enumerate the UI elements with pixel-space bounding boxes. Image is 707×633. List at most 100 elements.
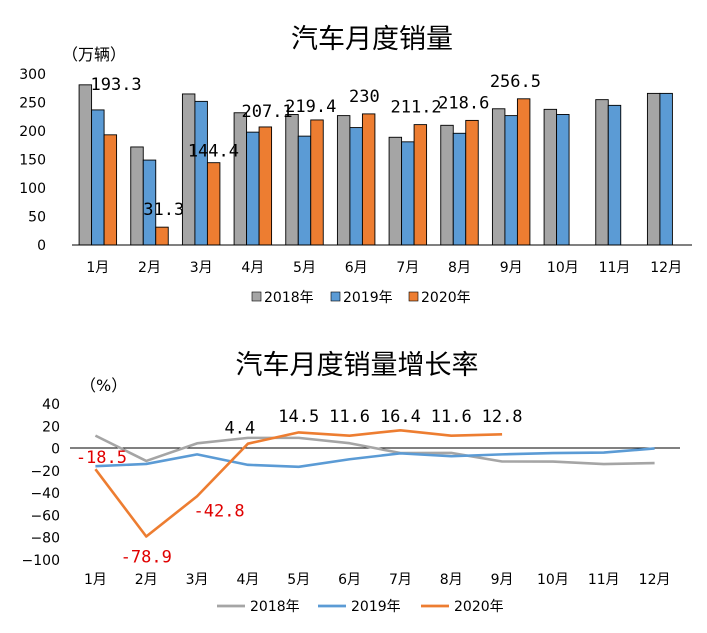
line-x-tick-label: 9月 (491, 572, 514, 588)
line-y-tick-label: −100 (22, 553, 60, 569)
bar-data-label: 144.4 (188, 142, 239, 162)
bar-2019年-5月 (297, 135, 312, 246)
line-series (94, 428, 655, 538)
bar-chart-unit-label: （万辆） (62, 45, 126, 64)
line-y-tick-label: 20 (42, 419, 60, 435)
line-chart-title: 汽车月度销量增长率 (236, 350, 479, 381)
bar-x-tick-label: 2月 (138, 260, 161, 276)
line-data-labels: -18.5 -78.9 -42.8 4.4 14.5 11.6 16.4 11.6 12.8 (76, 407, 523, 567)
bar-data-label: 218.6 (438, 93, 489, 113)
bar-2020年-7月 (413, 124, 428, 246)
line-legend-label: 2019年 (351, 599, 401, 615)
bar-2020年-6月 (361, 113, 376, 246)
line-x-tick-label: 12月 (639, 572, 671, 588)
line-y-axis: 40 20 0 −20 −40 −60 −80 −100 (22, 397, 60, 569)
line-2019年 (95, 447, 655, 469)
bar-2018年-11月 (595, 99, 609, 246)
line-data-label: 4.4 (225, 419, 256, 439)
bar-2018年-5月 (285, 114, 299, 246)
bar-data-label: 207.1 (241, 102, 292, 122)
bar-y-tick-label: 50 (28, 210, 46, 226)
bar-2018年-8月 (440, 124, 454, 246)
bar-legend-label: 2019年 (343, 290, 393, 306)
bar-x-tick-label: 12月 (650, 260, 682, 276)
bar-2018年-2月 (130, 146, 144, 246)
bar-2020年-1月 (103, 134, 118, 246)
bar-2018年-9月 (491, 108, 506, 246)
bar-2019年-10月 (556, 114, 570, 246)
bar-legend-label: 2020年 (421, 290, 471, 306)
bar-x-tick-label: 9月 (500, 260, 523, 276)
line-x-tick-label: 7月 (389, 572, 412, 588)
bar-2019年-3月 (194, 100, 208, 246)
bar-data-label: 193.3 (90, 75, 141, 95)
line-x-tick-label: 11月 (588, 572, 620, 588)
bar-x-tick-label: 1月 (86, 260, 109, 276)
line-data-label: -18.5 (76, 448, 127, 468)
line-y-tick-label: 0 (51, 442, 60, 458)
bar-2019年-8月 (452, 132, 467, 246)
sales-bar-chart: 汽车月度销量 （万辆） 0 50 100 150 200 250 300 1月 2月 3月 4月 5… (19, 24, 692, 306)
line-chart-unit-label: （%） (80, 376, 127, 395)
line-y-tick-label: −40 (30, 486, 60, 502)
bar-2018年-1月 (78, 84, 93, 246)
bar-2020年-2月 (155, 226, 169, 246)
bar-2019年-7月 (401, 141, 415, 246)
line-y-tick-label: −80 (30, 531, 60, 547)
bar-y-axis: 0 50 100 150 200 250 300 (19, 67, 46, 254)
bar-y-tick-label: 150 (19, 153, 46, 169)
bar-legend-swatch (251, 291, 262, 302)
line-legend-label: 2018年 (250, 599, 300, 615)
bar-2019年-12月 (659, 92, 673, 246)
bar-2018年-12月 (646, 92, 661, 246)
bar-y-tick-label: 0 (37, 238, 46, 254)
line-y-tick-label: 40 (42, 397, 60, 413)
bar-y-tick-label: 300 (19, 67, 46, 83)
bar-2019年-1月 (91, 109, 105, 246)
bar-y-tick-label: 100 (19, 181, 46, 197)
line-x-tick-label: 10月 (537, 572, 569, 588)
bar-data-label: 211.2 (390, 98, 441, 118)
bar-data-label: 31.3 (143, 200, 184, 220)
bar-2019年-9月 (504, 115, 518, 246)
bar-x-tick-label: 6月 (345, 260, 368, 276)
bar-2019年-4月 (246, 131, 260, 246)
line-x-tick-label: 8月 (440, 572, 463, 588)
bar-x-tick-label: 3月 (190, 260, 213, 276)
line-data-label: 12.8 (482, 407, 523, 427)
line-x-axis: 1月 2月 3月 4月 5月 6月 7月 8月 9月 10月 11月 12月 (84, 572, 671, 588)
line-x-tick-label: 4月 (236, 572, 259, 588)
bar-y-tick-label: 250 (19, 96, 46, 112)
bar-legend-swatch (330, 291, 341, 302)
line-y-tick-label: −20 (30, 464, 60, 480)
bar-2020年-3月 (206, 162, 221, 246)
bar-legend: 2018年 2019年 2020年 (251, 290, 471, 306)
bar-2018年-4月 (233, 112, 248, 246)
bar-2018年-10月 (543, 108, 558, 246)
line-data-label: 11.6 (329, 407, 370, 427)
line-2020年 (94, 428, 503, 538)
bar-legend-label: 2018年 (264, 290, 314, 306)
bar-x-tick-label: 4月 (241, 260, 264, 276)
bar-chart-title: 汽车月度销量 (291, 24, 453, 55)
growth-line-chart: 汽车月度销量增长率 （%） 40 20 0 −20 −40 −60 −80 −100 1月 2月… (22, 350, 680, 615)
line-data-label: 14.5 (278, 407, 319, 427)
bar-2020年-4月 (258, 126, 273, 246)
line-data-label: 11.6 (431, 407, 472, 427)
line-x-tick-label: 1月 (84, 572, 107, 588)
bar-2018年-3月 (181, 93, 196, 246)
bar-2020年-5月 (310, 119, 324, 246)
bar-x-tick-label: 11月 (599, 260, 631, 276)
bar-2020年-8月 (465, 119, 479, 246)
bar-2018年-7月 (388, 136, 403, 246)
line-legend: 2018年 2019年 2020年 (217, 599, 504, 615)
line-2018年 (94, 434, 655, 466)
bar-legend-swatch (408, 291, 419, 302)
bar-x-tick-label: 10月 (547, 260, 579, 276)
line-x-tick-label: 5月 (287, 572, 310, 588)
bar-y-tick-label: 200 (19, 124, 46, 140)
line-data-label: 16.4 (380, 407, 421, 427)
bar-2018年-6月 (336, 115, 351, 246)
